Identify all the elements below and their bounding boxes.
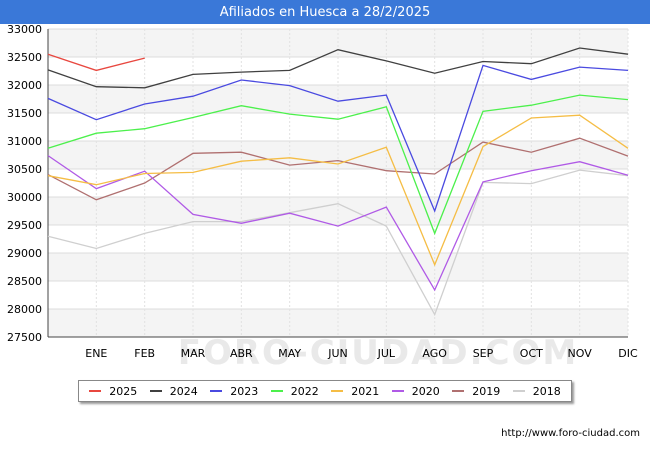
x-tick-label: DIC: [618, 347, 638, 360]
series-line-2021: [47, 114, 629, 267]
legend-label: 2022: [290, 384, 319, 398]
legend-swatch: [270, 390, 283, 392]
legend-item-2018: 2018: [512, 384, 561, 398]
legend-swatch: [210, 390, 223, 392]
legend-swatch: [149, 390, 162, 392]
legend-item-2020: 2020: [391, 384, 440, 398]
legend-label: 2021: [351, 384, 380, 398]
y-tick-label: 32000: [7, 79, 42, 92]
x-tick-label: SEP: [473, 347, 494, 360]
legend-swatch: [391, 390, 404, 392]
y-tick-label: 27500: [7, 331, 42, 344]
y-tick-label: 29500: [7, 219, 42, 232]
x-tick-label: FEB: [134, 347, 155, 360]
series-line-2024: [47, 47, 629, 89]
x-tick-label: JUL: [377, 347, 396, 360]
y-tick-label: 32500: [7, 51, 42, 64]
y-tick-label: 30000: [7, 191, 42, 204]
legend-swatch: [331, 390, 344, 392]
line-chart: 27500 28000 28500 29000 29500 30000 30500 31000…: [7, 24, 638, 373]
legend-label: 2019: [472, 384, 501, 398]
x-tick-label: AGO: [422, 347, 447, 360]
y-tick-label: 28500: [7, 275, 42, 288]
y-tick-label: 31500: [7, 107, 42, 120]
y-tick-label: 28000: [7, 303, 42, 316]
x-tick-label: JUN: [327, 347, 348, 360]
legend-item-2023: 2023: [210, 385, 258, 398]
series-line-2025: [47, 53, 145, 72]
legend-label: 2018: [532, 384, 561, 398]
y-tick-label: 31000: [7, 135, 42, 148]
chart-title: Afiliados en Huesca a 28/2/2025: [0, 0, 650, 24]
legend-label: 2024: [169, 384, 198, 398]
series-line-2020: [47, 155, 629, 292]
legend-label: 2023: [230, 384, 259, 398]
y-tick-label: 33000: [7, 24, 42, 36]
legend-item-2021: 2021: [331, 385, 379, 398]
x-tick-label: ABR: [230, 347, 253, 360]
legend-item-2025: 2025: [89, 385, 137, 398]
legend-item-2024: 2024: [149, 384, 198, 398]
x-tick-label: ENE: [85, 347, 107, 360]
x-tick-label: OCT: [520, 347, 543, 360]
legend-label: 2020: [411, 384, 440, 398]
y-tick-label: 29000: [7, 247, 42, 260]
legend: 2025 2024 2023 2022 2021 2020 2019 2018: [78, 380, 572, 402]
legend-swatch: [512, 390, 525, 392]
series-line-2022: [47, 94, 629, 236]
legend-swatch: [89, 390, 102, 392]
x-tick-label: MAR: [181, 347, 206, 360]
legend-swatch: [452, 390, 465, 392]
x-tick-label: MAY: [278, 347, 301, 360]
series-line-2018: [47, 169, 629, 317]
watermark-text: FORO-CIUDAD.COM: [178, 333, 579, 373]
legend-item-2019: 2019: [452, 385, 500, 398]
y-tick-label: 30500: [7, 163, 42, 176]
legend-label: 2025: [109, 384, 138, 398]
x-tick-label: NOV: [568, 347, 593, 360]
chart-title-text: Afiliados en Huesca a 28/2/2025: [219, 4, 431, 20]
legend-item-2022: 2022: [270, 384, 319, 398]
series-line-2019: [47, 137, 629, 201]
source-url[interactable]: http://www.foro-ciudad.com: [501, 428, 640, 439]
series-line-2023: [47, 64, 629, 213]
